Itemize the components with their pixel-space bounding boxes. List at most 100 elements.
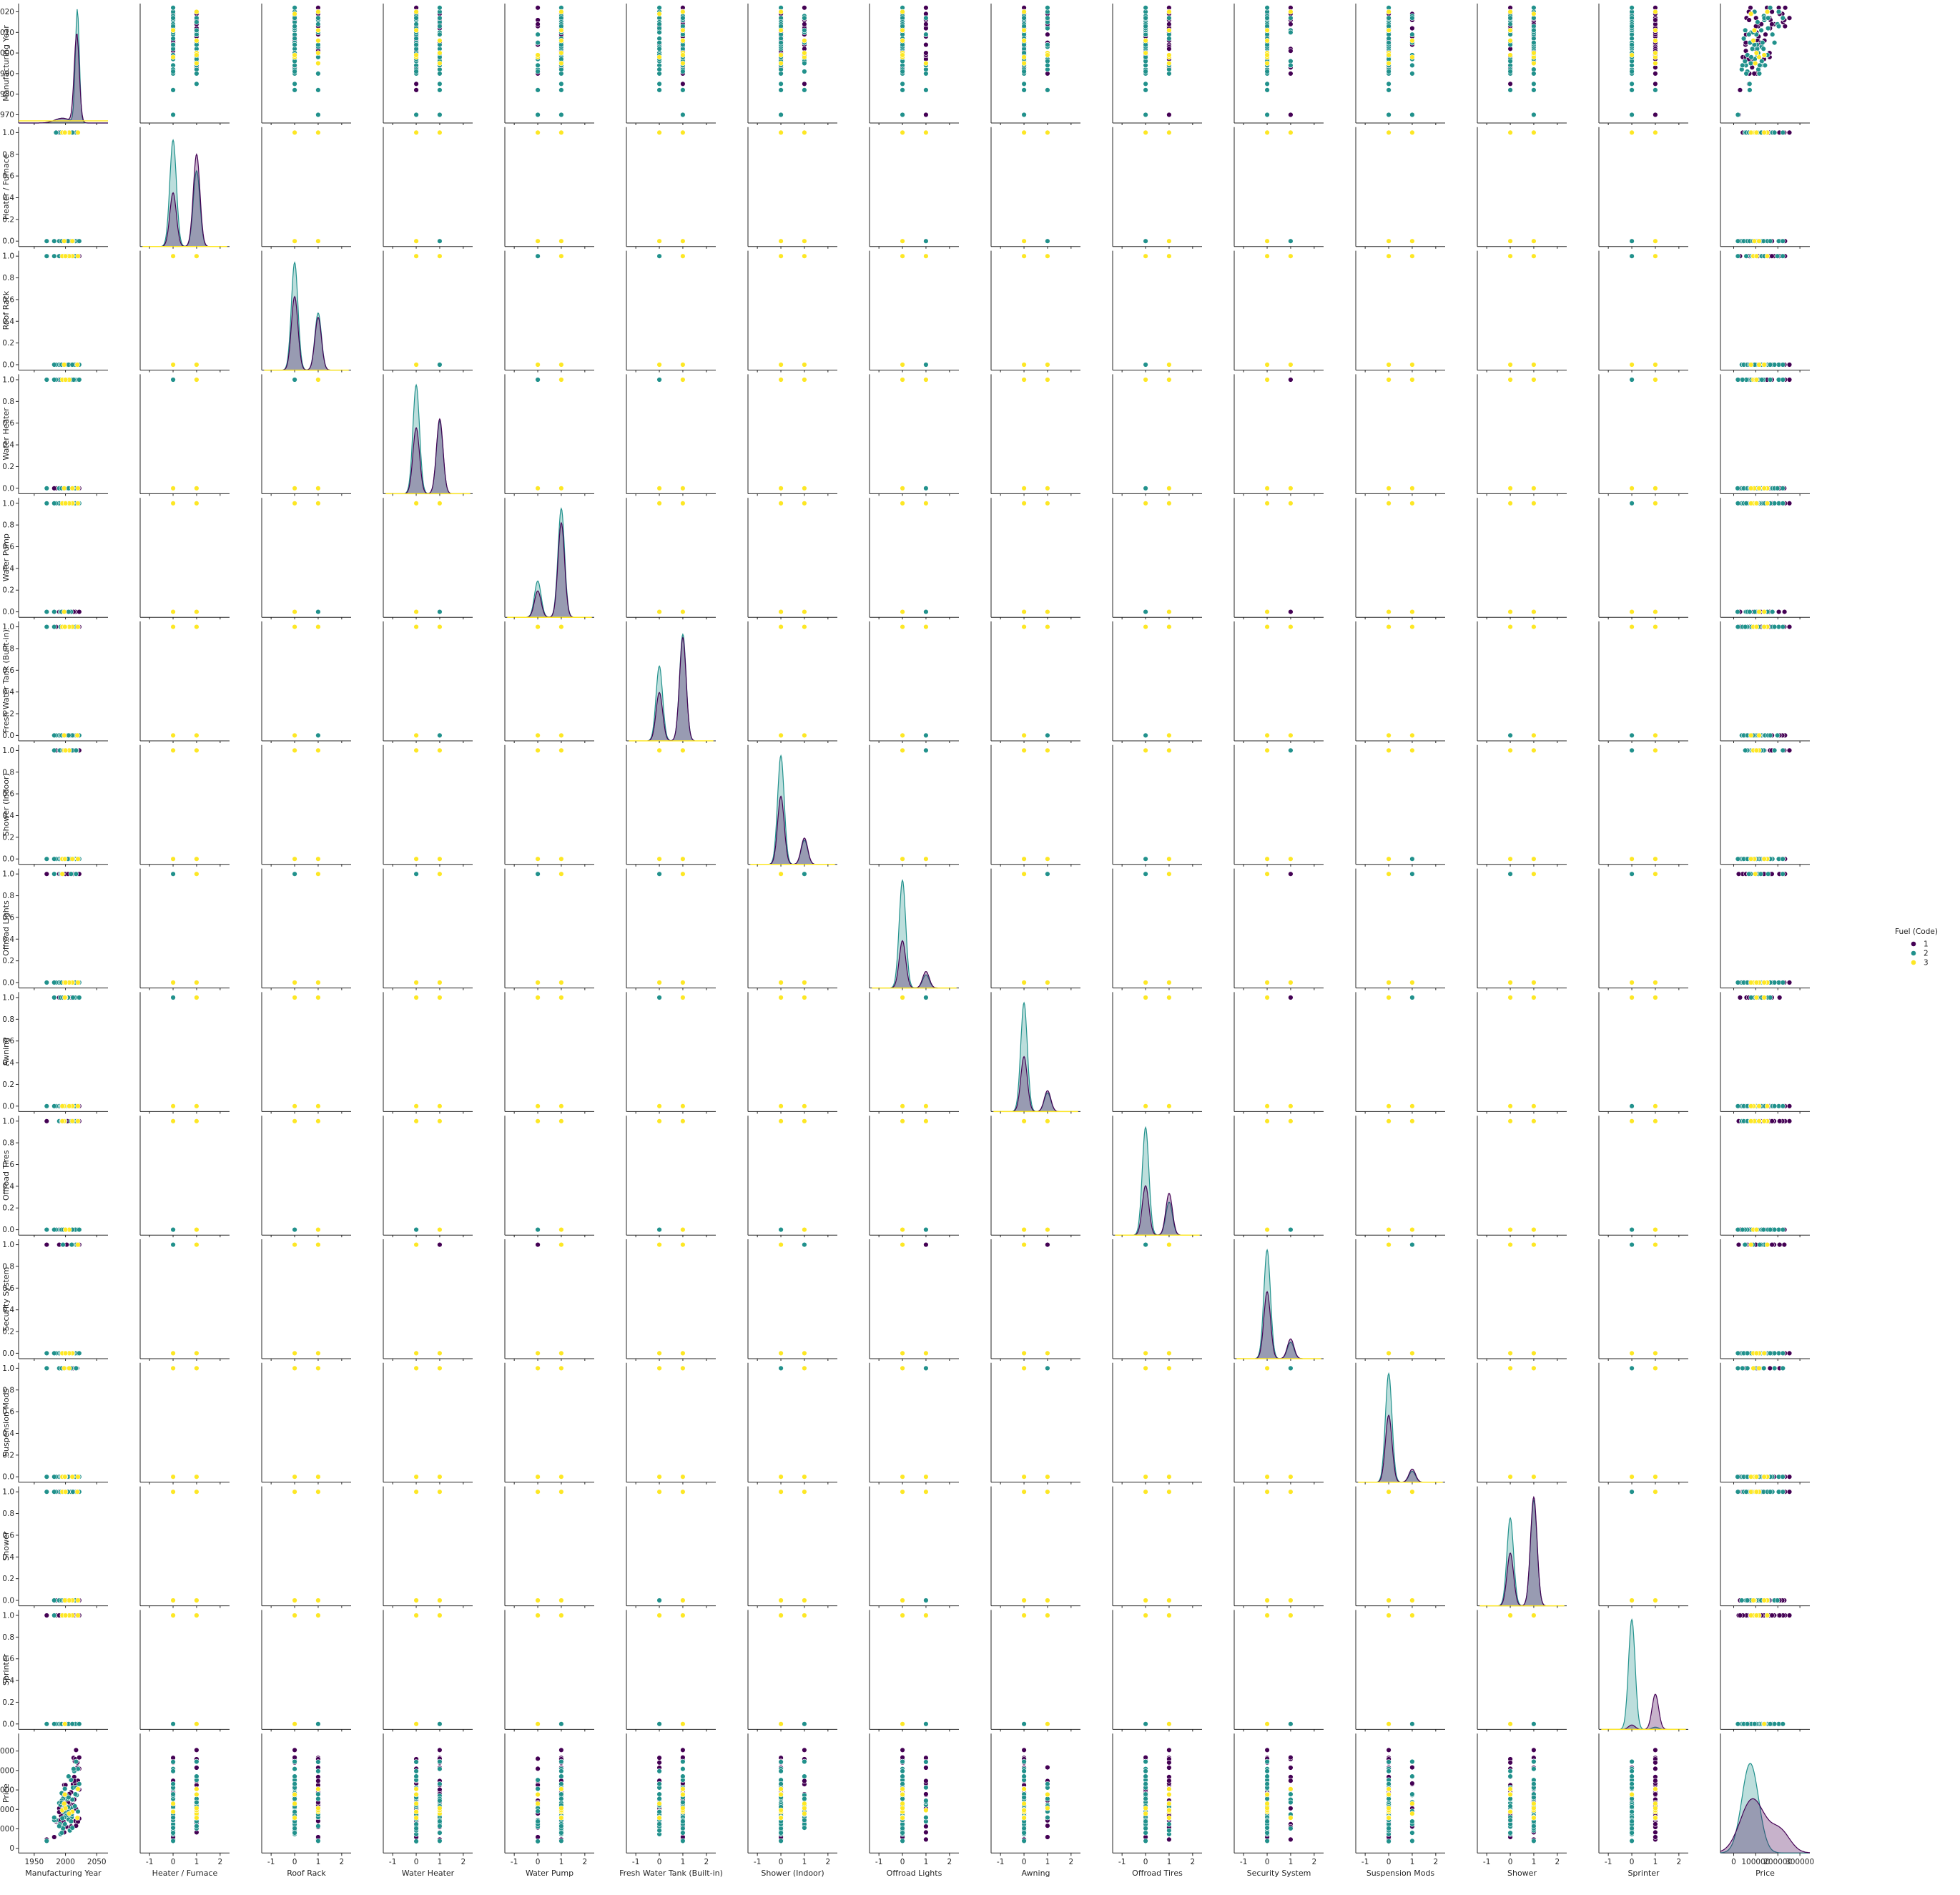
scatter-point-hue-3 [1753,980,1760,985]
scatter-point-hue-2 [1735,253,1741,259]
scatter-point-hue-3 [170,1103,176,1109]
scatter-point-hue-3 [1166,52,1172,58]
scatter-point-hue-3 [1045,253,1050,259]
scatter-point-hue-1 [1786,362,1793,368]
scatter-point-hue-3 [1753,129,1760,136]
panel-manufacturing-year-vs-suspension-mods [1355,4,1445,125]
scatter-point-hue-3 [1386,238,1392,244]
y-tick-label: 0.0 [2,1102,14,1111]
scatter-point-hue-2 [315,609,321,615]
scatter-point-hue-3 [437,253,443,259]
panel-roof-rack-vs-awning [990,250,1080,373]
panel-offroad-lights-vs-water-pump [504,868,594,990]
scatter-point-hue-3 [900,1241,905,1248]
scatter-point-hue-1 [1769,253,1775,259]
panel-awning-vs-fresh-water-tank-built-in [626,992,716,1114]
scatter-point-hue-2 [44,501,50,506]
y-tick-label: 0.8 [2,1139,14,1148]
panel-offroad-tires-vs-awning [990,1116,1080,1238]
scatter-point-hue-3 [1386,1103,1392,1109]
scatter-point-hue-2 [437,23,443,29]
scatter-point-hue-3 [1531,609,1537,615]
scatter-point-hue-2 [656,81,662,87]
scatter-point-hue-3 [1653,377,1658,383]
y-axis-label: Offroad Lights [1,900,11,956]
scatter-point-hue-3 [292,1118,297,1124]
scatter-point-hue-2 [656,29,662,35]
scatter-point-hue-3 [315,238,321,244]
panel-water-heater-vs-price [1720,374,1810,496]
scatter-point-hue-3 [1288,980,1294,985]
panel-water-heater-vs-security-system [1233,374,1324,496]
scatter-point-hue-3 [315,27,321,34]
scatter-point-hue-3 [1750,38,1756,44]
scatter-point-hue-3 [900,1118,905,1124]
scatter-point-hue-3 [292,624,297,630]
scatter-point-hue-3 [1264,486,1270,491]
scatter-point-hue-3 [1166,980,1172,985]
scatter-point-hue-3 [680,377,686,383]
scatter-point-hue-3 [1507,253,1513,259]
scatter-point-hue-3 [75,1118,81,1124]
scatter-point-hue-3 [194,1226,200,1233]
scatter-point-hue-2 [170,87,176,93]
scatter-point-hue-3 [1507,624,1513,630]
scatter-point-hue-3 [778,377,784,383]
scatter-point-hue-3 [1653,1241,1658,1248]
scatter-point-hue-2 [44,1474,50,1480]
scatter-point-hue-1 [923,112,929,118]
panel-offroad-lights-vs-price [1720,868,1810,990]
panel-offroad-lights-vs-heater-furnace [139,868,230,990]
scatter-point-hue-2 [51,362,57,368]
scatter-point-hue-2 [1143,732,1148,739]
scatter-point-hue-3 [67,1103,72,1109]
scatter-point-hue-3 [1021,486,1027,491]
scatter-point-hue-3 [1748,1103,1754,1109]
y-tick-label: 0.0 [2,1226,14,1234]
scatter-point-hue-3 [75,486,81,491]
scatter-point-hue-2 [1288,238,1294,244]
scatter-point-hue-3 [802,1350,807,1357]
scatter-point-hue-2 [1766,15,1771,21]
scatter-point-hue-2 [1743,501,1749,506]
scatter-point-hue-2 [1507,732,1513,739]
scatter-point-hue-2 [1743,27,1748,34]
scatter-point-hue-3 [1507,38,1513,44]
scatter-point-hue-3 [194,362,200,368]
scatter-point-hue-3 [900,995,905,1000]
y-tick-label: 0.2 [2,339,14,348]
scatter-point-hue-3 [437,129,443,136]
panel-shower-indoor-vs-heater-furnace [139,744,230,867]
panel-fresh-water-tank-built-in-vs-price [1720,621,1810,743]
panel-security-system-vs-shower-indoor [747,1239,837,1361]
panel-fresh-water-tank-built-in-vs-water-pump [504,621,594,743]
scatter-point-hue-2 [437,87,443,93]
scatter-point-hue-2 [535,31,541,37]
scatter-point-hue-2 [170,377,176,383]
scatter-point-hue-3 [1761,1118,1767,1124]
scatter-point-hue-3 [292,52,297,58]
scatter-point-hue-2 [1409,856,1415,862]
scatter-point-hue-3 [315,980,321,985]
panel-shower-indoor-vs-security-system [1233,744,1324,867]
scatter-point-hue-3 [194,1350,200,1357]
scatter-point-hue-3 [292,1350,297,1357]
scatter-point-hue-3 [923,1103,929,1109]
panel-manufacturing-year-vs-roof-rack [261,4,351,125]
panel-fresh-water-tank-built-in-vs-shower-indoor [747,621,837,743]
scatter-point-hue-3 [1629,624,1635,630]
scatter-point-hue-3 [194,1103,200,1109]
scatter-point-hue-3 [1507,980,1513,985]
y-tick-label: 0.0 [2,608,14,616]
scatter-point-hue-2 [1735,501,1741,506]
scatter-point-hue-3 [75,253,81,259]
scatter-point-hue-2 [656,5,662,11]
y-tick-label: 2000 [0,49,14,58]
scatter-point-hue-3 [1166,486,1172,491]
scatter-point-hue-1 [1166,112,1172,118]
scatter-point-hue-2 [923,71,929,77]
panel-security-system-vs-shower [1477,1239,1567,1361]
scatter-point-hue-3 [1507,1241,1513,1248]
panel-security-system-vs-water-pump [504,1239,594,1361]
scatter-point-hue-3 [558,995,564,1000]
